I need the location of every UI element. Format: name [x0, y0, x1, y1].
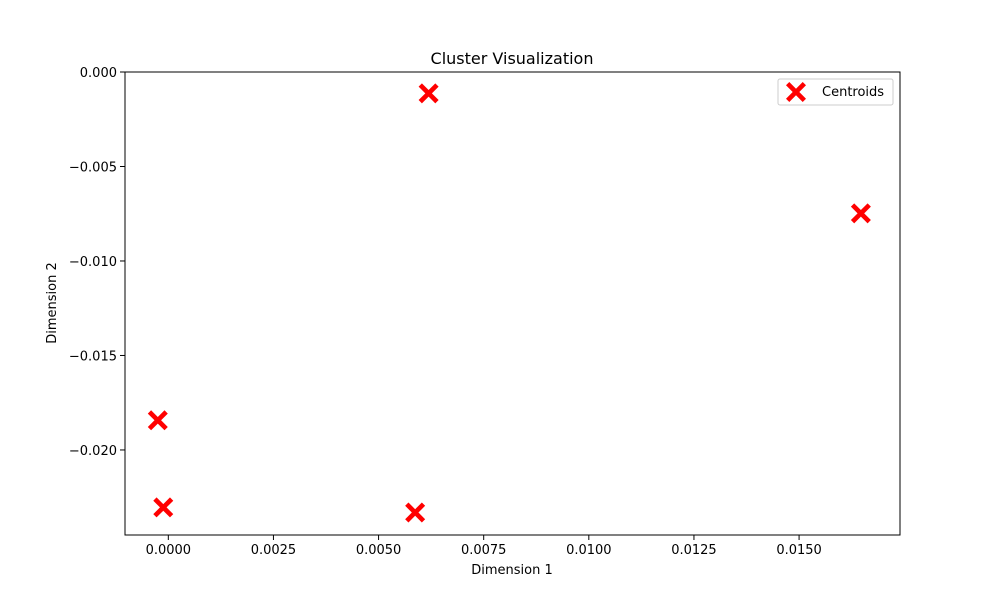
legend-x-icon — [786, 82, 806, 102]
x-tick-label: 0.0075 — [461, 543, 507, 558]
x-tick-label: 0.0150 — [776, 543, 822, 558]
x-axis: 0.0000 0.0025 0.0050 0.0075 0.0100 0.0125 0.01… — [146, 535, 822, 558]
y-tick-label: −0.015 — [69, 349, 117, 364]
y-axis: 0.000 −0.005 −0.010 −0.015 −0.020 — [69, 66, 125, 459]
centroid-point — [850, 203, 871, 224]
x-tick-label: 0.0025 — [251, 543, 297, 558]
axes-frame — [124, 71, 901, 536]
x-tick-label: 0.0100 — [566, 543, 612, 558]
legend: Centroids — [777, 78, 894, 106]
chart-title: Cluster Visualization — [431, 49, 594, 68]
y-tick-label: 0.000 — [80, 66, 117, 81]
centroid-point — [147, 410, 168, 431]
x-axis-label: Dimension 1 — [471, 563, 553, 578]
legend-label-centroids: Centroids — [822, 85, 884, 100]
legend-marker-centroids — [786, 82, 806, 102]
centroid-point — [153, 497, 174, 518]
plot-area — [147, 83, 871, 523]
centroid-point — [405, 502, 426, 523]
y-axis-label: Dimension 2 — [45, 262, 60, 344]
x-tick-label: 0.0000 — [146, 543, 192, 558]
legend-box — [777, 78, 894, 106]
y-tick-label: −0.020 — [69, 444, 117, 459]
centroid-point — [418, 83, 439, 104]
x-tick-label: 0.0050 — [356, 543, 402, 558]
y-tick-label: −0.010 — [69, 255, 117, 270]
x-tick-label: 0.0125 — [671, 543, 717, 558]
y-tick-label: −0.005 — [69, 160, 117, 175]
